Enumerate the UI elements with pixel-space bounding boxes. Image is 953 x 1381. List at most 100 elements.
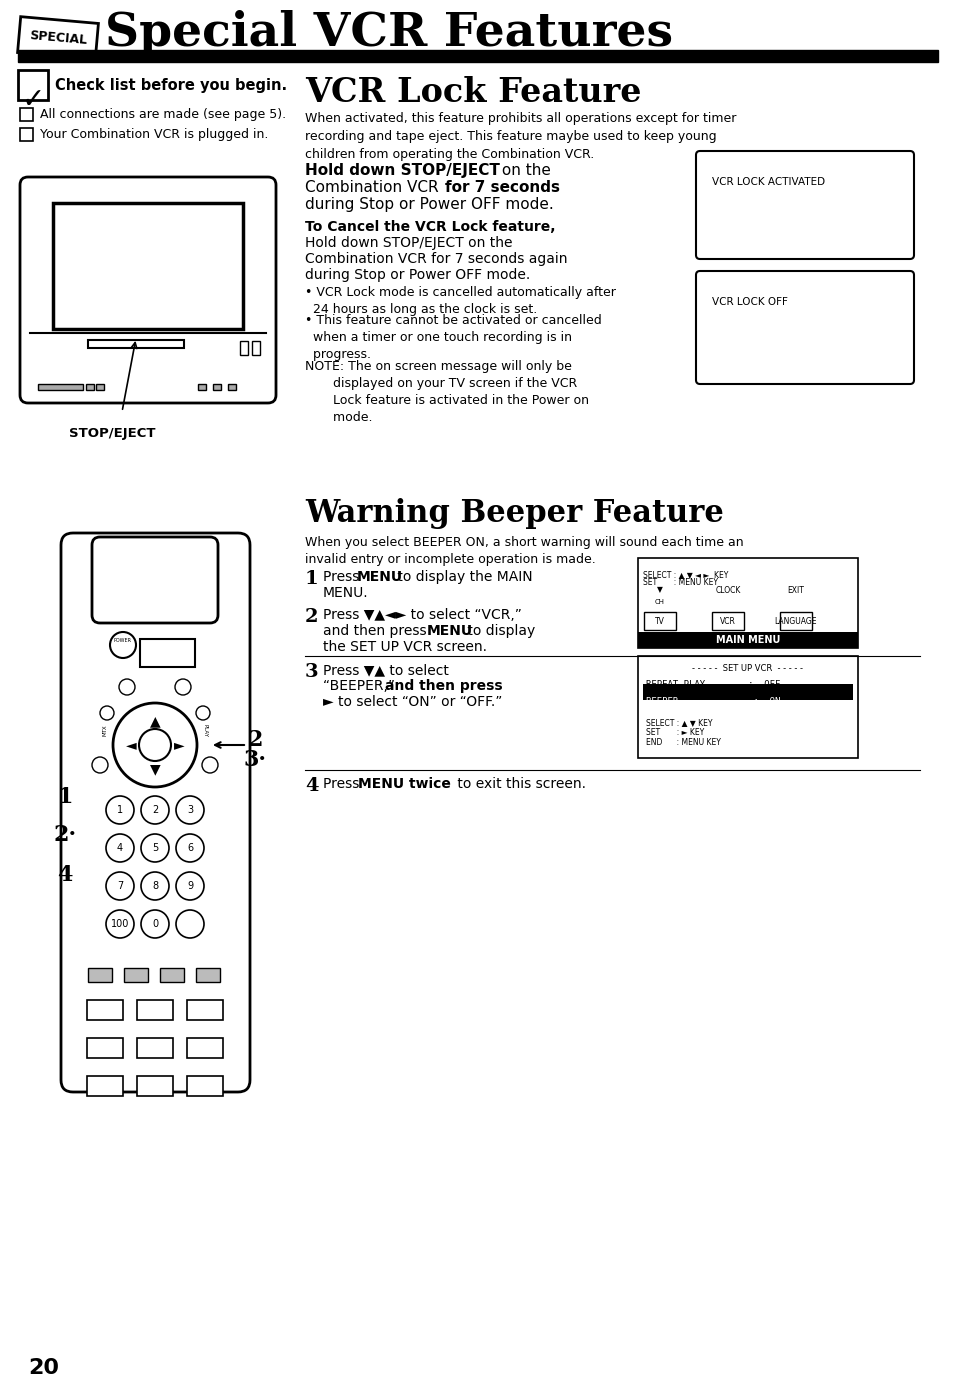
Circle shape: [106, 910, 133, 938]
Text: to display the MAIN: to display the MAIN: [393, 570, 532, 584]
Text: to exit this screen.: to exit this screen.: [453, 778, 585, 791]
Text: • VCR Lock mode is cancelled automatically after
  24 hours as long as the clock: • VCR Lock mode is cancelled automatical…: [305, 286, 616, 316]
Circle shape: [175, 834, 204, 862]
Circle shape: [112, 703, 196, 787]
Bar: [140, 639, 194, 667]
Text: and then press: and then press: [323, 624, 431, 638]
Text: When you select BEEPER ON, a short warning will sound each time an
invalid entry: When you select BEEPER ON, a short warni…: [305, 536, 742, 566]
Text: Your Combination VCR is plugged in.: Your Combination VCR is plugged in.: [40, 128, 268, 141]
Circle shape: [195, 706, 210, 720]
Text: 0: 0: [152, 918, 158, 929]
Bar: [137, 1039, 172, 1058]
Text: SET       : ► KEY: SET : ► KEY: [645, 728, 703, 737]
Text: To Cancel the VCR Lock feature,: To Cancel the VCR Lock feature,: [305, 220, 555, 233]
Text: MTX: MTX: [102, 724, 108, 736]
Bar: [228, 384, 235, 389]
Bar: [187, 1076, 223, 1097]
Text: All connections are made (see page 5).: All connections are made (see page 5).: [40, 108, 286, 122]
Bar: [638, 656, 857, 758]
Text: MENU twice: MENU twice: [357, 778, 451, 791]
Text: TV: TV: [655, 616, 664, 626]
Text: 5: 5: [152, 842, 158, 853]
Text: When activated, this feature prohibits all operations except for timer
recording: When activated, this feature prohibits a…: [305, 112, 736, 162]
Text: POWER: POWER: [113, 638, 132, 642]
Text: 6: 6: [187, 842, 193, 853]
Text: MENU: MENU: [427, 624, 473, 638]
Text: 1: 1: [117, 805, 123, 815]
Bar: [87, 1039, 123, 1058]
Text: to display: to display: [462, 624, 535, 638]
Bar: [195, 968, 220, 982]
Text: on the: on the: [497, 163, 550, 178]
Text: 4: 4: [117, 842, 123, 853]
Text: SPECIAL: SPECIAL: [29, 29, 88, 47]
FancyBboxPatch shape: [696, 271, 913, 384]
Circle shape: [175, 871, 204, 900]
Text: VCR LOCK ACTIVATED: VCR LOCK ACTIVATED: [711, 177, 824, 186]
Bar: [137, 1000, 172, 1021]
Bar: [18, 70, 48, 99]
Bar: [88, 968, 112, 982]
Text: 2: 2: [247, 729, 262, 751]
Text: 3: 3: [187, 805, 193, 815]
Bar: [53, 203, 243, 329]
Circle shape: [174, 679, 191, 695]
Text: ▲: ▲: [150, 714, 160, 728]
Bar: [780, 612, 811, 630]
Text: 4: 4: [305, 778, 318, 795]
FancyBboxPatch shape: [61, 533, 250, 1092]
Text: REPEAT PLAY        :  OFF: REPEAT PLAY : OFF: [645, 679, 780, 689]
Bar: [96, 384, 104, 389]
Text: 20: 20: [28, 1358, 59, 1378]
FancyBboxPatch shape: [696, 151, 913, 260]
Bar: [198, 384, 206, 389]
Text: BEEPER              :  ON: BEEPER : ON: [645, 697, 780, 706]
Bar: [638, 632, 857, 648]
Text: • This feature cannot be activated or cancelled
  when a timer or one touch reco: • This feature cannot be activated or ca…: [305, 313, 601, 360]
Bar: [252, 341, 260, 355]
Text: ✓: ✓: [21, 86, 45, 115]
Text: SELECT : ▲ ▼ KEY: SELECT : ▲ ▼ KEY: [645, 718, 712, 726]
Text: ► to select “ON” or “OFF.”: ► to select “ON” or “OFF.”: [323, 695, 502, 708]
Circle shape: [175, 910, 204, 938]
Text: END      : MENU KEY: END : MENU KEY: [645, 737, 720, 747]
Bar: [88, 340, 184, 348]
Text: Press ▼▲ to select: Press ▼▲ to select: [323, 663, 449, 677]
Bar: [187, 1000, 223, 1021]
Bar: [20, 108, 33, 122]
Text: PLAY: PLAY: [202, 724, 208, 736]
Bar: [87, 1076, 123, 1097]
Text: during Stop or Power OFF mode.: during Stop or Power OFF mode.: [305, 197, 553, 213]
Circle shape: [100, 706, 113, 720]
Text: Press: Press: [323, 778, 363, 791]
Bar: [18, 50, 937, 62]
Text: CLOCK: CLOCK: [715, 586, 740, 594]
Text: ►: ►: [173, 737, 184, 753]
Text: Check list before you begin.: Check list before you begin.: [55, 77, 287, 93]
Text: Combination VCR: Combination VCR: [305, 180, 443, 195]
Circle shape: [91, 757, 108, 773]
Circle shape: [106, 834, 133, 862]
Text: during Stop or Power OFF mode.: during Stop or Power OFF mode.: [305, 268, 530, 282]
Text: CH: CH: [655, 599, 664, 605]
Text: Press ▼▲◄► to select “VCR,”: Press ▼▲◄► to select “VCR,”: [323, 608, 521, 621]
Text: STOP/EJECT: STOP/EJECT: [69, 427, 155, 441]
Text: SET       : MENU KEY: SET : MENU KEY: [642, 579, 718, 587]
Bar: [187, 1039, 223, 1058]
Text: 100: 100: [111, 918, 129, 929]
Circle shape: [139, 729, 171, 761]
Text: 3·: 3·: [243, 749, 266, 771]
Bar: [213, 384, 221, 389]
Text: Hold down STOP/EJECT: Hold down STOP/EJECT: [305, 163, 499, 178]
Text: NOTE: The on screen message will only be
       displayed on your TV screen if t: NOTE: The on screen message will only be…: [305, 360, 588, 424]
Text: 2·: 2·: [53, 824, 76, 847]
Bar: [240, 341, 248, 355]
Text: - - - - -  SET UP VCR  - - - - -: - - - - - SET UP VCR - - - - -: [692, 664, 802, 673]
Bar: [38, 384, 83, 389]
Text: 4: 4: [57, 865, 72, 887]
Text: 8: 8: [152, 881, 158, 891]
Text: 2: 2: [152, 805, 158, 815]
Text: 3: 3: [305, 663, 318, 681]
Bar: [638, 558, 857, 648]
Circle shape: [175, 795, 204, 824]
